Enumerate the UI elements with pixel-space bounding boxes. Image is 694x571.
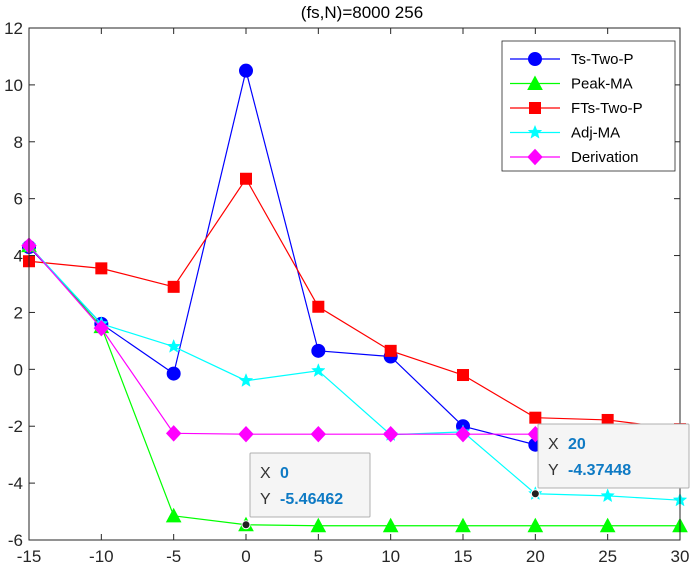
datatip-box — [249, 452, 371, 518]
x-tick-label: 15 — [454, 547, 473, 566]
data-point — [238, 373, 254, 387]
x-tick-label: 20 — [526, 547, 545, 566]
data-point — [527, 517, 544, 533]
y-tick-label: 10 — [4, 76, 23, 95]
data-point — [312, 300, 325, 313]
series-line — [28, 245, 680, 435]
data-point — [238, 425, 254, 443]
legend-marker — [529, 102, 541, 114]
data-point — [600, 488, 615, 503]
datatip[interactable]: X 0Y -5.46462 — [241, 452, 371, 530]
y-tick-label: -2 — [8, 417, 23, 436]
data-point — [599, 517, 616, 533]
x-tick-label: 10 — [381, 547, 400, 566]
data-point — [95, 262, 108, 275]
x-tick-label: 30 — [671, 547, 690, 566]
data-point — [455, 425, 471, 443]
legend-entry[interactable]: Ts-Two-P — [510, 51, 634, 68]
data-point — [166, 338, 181, 353]
data-point — [382, 517, 399, 533]
x-tick-label: -5 — [166, 547, 181, 566]
series-line — [28, 245, 681, 501]
data-point — [455, 517, 471, 533]
data-point — [384, 344, 397, 357]
axes-box — [28, 27, 681, 541]
y-tick-label: 2 — [14, 303, 23, 322]
datatip-x-value: 20 — [568, 436, 586, 453]
data-point — [239, 63, 253, 78]
legend-label: Adj-MA — [571, 125, 620, 142]
x-tick-label: -15 — [17, 547, 42, 566]
y-tick-label: 4 — [14, 247, 23, 266]
legend-entry[interactable]: Derivation — [510, 148, 639, 166]
datatip-anchor[interactable] — [530, 489, 540, 499]
data-point — [93, 319, 110, 337]
legend-entry[interactable]: Peak-MA — [510, 75, 633, 93]
x-tick-label: 0 — [241, 547, 250, 566]
y-tick-label: -6 — [8, 531, 23, 550]
series-line — [28, 245, 680, 527]
data-point — [529, 411, 542, 424]
chart-title: (fs,N)=8000 256 — [301, 3, 423, 22]
legend-marker — [527, 148, 543, 166]
axes: -15 -10 -5 0 5 10 15 20 25 30 -6 -4 -2 0 2 4 6 8 10 12 — [4, 19, 689, 566]
legend-marker — [528, 52, 542, 66]
y-tick-label: 6 — [14, 190, 23, 209]
legend-entry[interactable]: FTs-Two-P — [510, 100, 643, 117]
datatip-x-label: X — [260, 465, 271, 482]
legend-label: Ts-Two-P — [571, 51, 634, 68]
x-tick-label: 25 — [598, 547, 617, 566]
data-point — [457, 369, 469, 382]
legend[interactable]: Ts-Two-P Peak-MA FTs-Two-P Adj-MA Derivation — [501, 40, 676, 172]
data-point — [165, 507, 182, 523]
series-line — [28, 177, 681, 430]
series-fts-two-p — [23, 172, 686, 436]
y-tick-label: 12 — [4, 19, 23, 38]
datatip-y-value: -5.46462 — [280, 491, 343, 508]
data-point — [166, 366, 181, 381]
data-point — [310, 425, 327, 443]
y-tick-label: 8 — [14, 133, 23, 152]
data-point — [167, 280, 180, 293]
x-tick-label: -10 — [89, 547, 114, 566]
datatip-box — [537, 423, 690, 489]
legend-marker — [527, 75, 543, 90]
data-point — [311, 343, 326, 358]
datatip-y-label: Y — [548, 462, 559, 479]
legend-label: FTs-Two-P — [571, 100, 643, 117]
data-point — [382, 425, 399, 443]
x-tick-label: 5 — [314, 547, 323, 566]
datatip-y-label: Y — [260, 491, 271, 508]
series-derivation — [21, 237, 688, 443]
legend-marker — [527, 124, 543, 139]
datatip-anchor[interactable] — [241, 520, 251, 530]
legend-label: Peak-MA — [571, 76, 633, 93]
datatip-y-value: -4.37448 — [568, 462, 631, 479]
datatip-x-value: 0 — [280, 465, 289, 482]
legend-label: Derivation — [571, 149, 639, 166]
data-point — [311, 363, 326, 377]
datatip-x-label: X — [548, 436, 559, 453]
data-point — [310, 517, 327, 533]
y-tick-label: 0 — [14, 360, 23, 379]
data-point — [165, 425, 182, 442]
y-tick-label: -4 — [8, 474, 23, 493]
datatip[interactable]: X 20 Y -4.37448 — [530, 423, 690, 499]
data-point — [240, 172, 252, 185]
legend-entry[interactable]: Adj-MA — [510, 125, 620, 142]
